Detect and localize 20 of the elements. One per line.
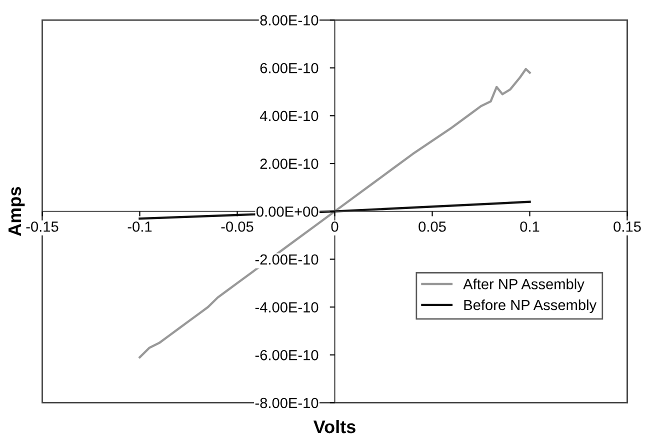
x-tick-label: 0.05 <box>418 221 446 232</box>
legend-label: After NP Assembly <box>463 278 584 292</box>
y-tick-label: 2.00E-10 <box>260 158 318 169</box>
y-axis-title: Amps <box>8 187 25 236</box>
y-tick-label: -2.00E-10 <box>255 254 318 265</box>
x-tick-label: -0.1 <box>128 221 152 232</box>
x-tick-label: 0.1 <box>520 221 540 232</box>
x-tick-label: -0.05 <box>221 221 254 232</box>
legend-label: Before NP Assembly <box>464 299 597 314</box>
y-tick-label: -4.00E-10 <box>255 302 318 312</box>
y-tick-label: 6.00E-10 <box>260 62 318 74</box>
y-tick-label: 8.00E-10 <box>260 15 318 26</box>
x-tick-label: 0.15 <box>614 221 641 232</box>
x-axis-title: Volts <box>313 420 356 434</box>
x-tick-label: -0.15 <box>26 221 58 232</box>
y-tick-label: 4.00E-10 <box>260 110 318 122</box>
y-tick-label: 0.00E+00 <box>256 206 318 217</box>
y-tick-label: -8.00E-10 <box>255 398 318 408</box>
y-tick-label: -6.00E-10 <box>255 350 318 360</box>
x-tick-label: 0 <box>331 221 338 232</box>
